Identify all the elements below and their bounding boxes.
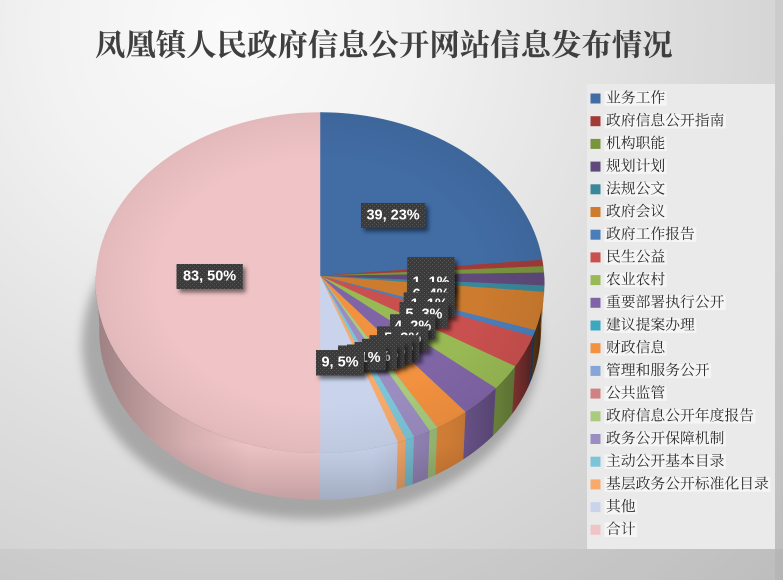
- svg-text:83, 50%: 83, 50%: [183, 268, 236, 284]
- svg-text:39, 23%: 39, 23%: [366, 207, 419, 223]
- svg-text:9, 5%: 9, 5%: [321, 354, 358, 370]
